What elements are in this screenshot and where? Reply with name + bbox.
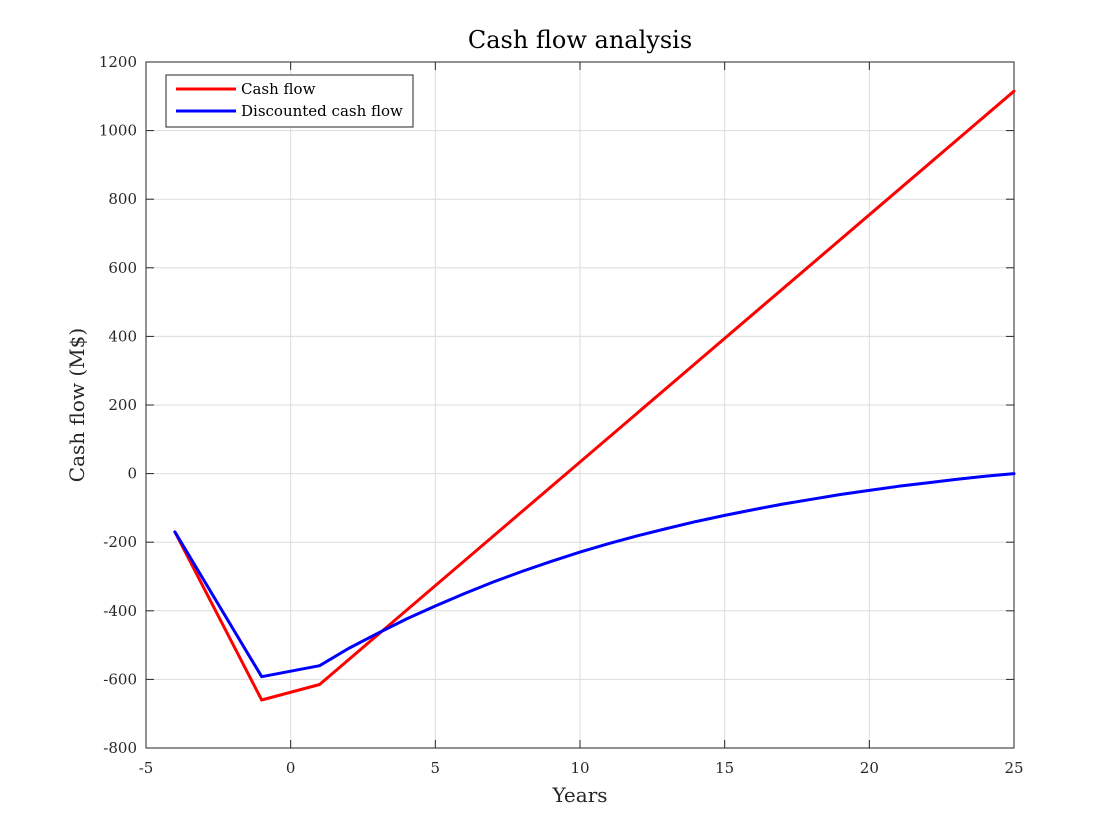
y-tick-label: -800	[103, 739, 137, 757]
y-tick-label: -200	[103, 533, 137, 551]
y-tick-label: 800	[108, 190, 137, 208]
y-tick-label: 600	[108, 259, 137, 277]
series-line-discounted-cash-flow	[173, 472, 1016, 679]
grid-layer	[146, 62, 1014, 748]
x-tick-label: 25	[1004, 759, 1023, 777]
series-layer	[173, 89, 1016, 702]
chart-title: Cash flow analysis	[468, 26, 692, 54]
x-axis-label: Years	[551, 783, 607, 807]
legend-box	[165, 74, 414, 128]
x-tick-label: 10	[570, 759, 589, 777]
y-tick-label: -400	[103, 602, 137, 620]
legend-label-discounted-cash-flow: Discounted cash flow	[241, 102, 403, 120]
x-tick-label: 5	[431, 759, 441, 777]
x-tick-label: 15	[715, 759, 734, 777]
legend: Cash flow Discounted cash flow	[165, 74, 414, 128]
x-tick-label: 0	[286, 759, 296, 777]
y-tick-label: 200	[108, 396, 137, 414]
y-axis-label: Cash flow (M$)	[65, 328, 89, 482]
y-tick-label: 1000	[99, 122, 137, 140]
x-tick-label: 20	[860, 759, 879, 777]
x-tick-label: -5	[139, 759, 154, 777]
legend-label-cash-flow: Cash flow	[241, 80, 316, 98]
y-tick-label: 0	[127, 465, 137, 483]
y-tick-label: 1200	[99, 53, 137, 71]
series-line-cash-flow	[173, 89, 1016, 702]
tick-layer: -5 0 5 10 15 20 25 -800 -600 -400 -200 0 200 400 600 80…	[99, 53, 1024, 777]
y-tick-label: 400	[108, 327, 137, 345]
y-tick-label: -600	[103, 670, 137, 688]
